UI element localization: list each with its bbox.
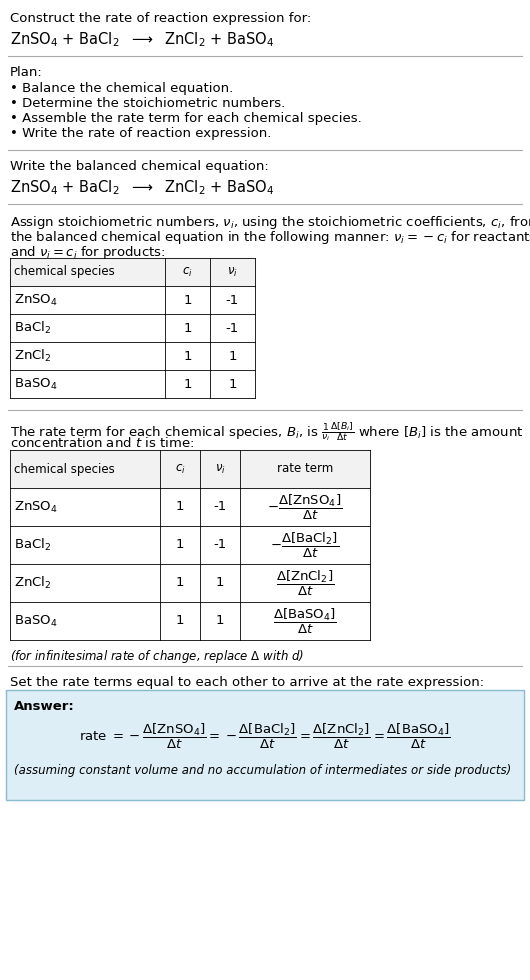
Text: Write the balanced chemical equation:: Write the balanced chemical equation: [10,160,269,173]
Text: chemical species: chemical species [14,266,115,278]
Text: $\mathrm{ZnSO_4}$: $\mathrm{ZnSO_4}$ [14,292,58,308]
Text: The rate term for each chemical species, $B_i$, is $\frac{1}{\nu_i}\frac{\Delta[: The rate term for each chemical species,… [10,420,524,443]
Text: 1: 1 [176,576,184,590]
Text: $\dfrac{\Delta[\mathrm{BaSO_4}]}{\Delta t}$: $\dfrac{\Delta[\mathrm{BaSO_4}]}{\Delta … [273,607,337,636]
Text: 1: 1 [176,614,184,627]
Text: -1: -1 [214,501,227,514]
Text: • Determine the stoichiometric numbers.: • Determine the stoichiometric numbers. [10,97,285,110]
Text: -1: -1 [226,321,239,334]
Text: 1: 1 [216,614,224,627]
Text: 1: 1 [176,501,184,514]
Text: $\mathrm{BaCl_2}$: $\mathrm{BaCl_2}$ [14,537,51,553]
Text: $\mathrm{BaCl_2}$: $\mathrm{BaCl_2}$ [14,319,51,336]
Text: $-\dfrac{\Delta[\mathrm{ZnSO_4}]}{\Delta t}$: $-\dfrac{\Delta[\mathrm{ZnSO_4}]}{\Delta… [268,492,342,521]
Text: $\mathrm{ZnCl_2}$: $\mathrm{ZnCl_2}$ [14,575,51,591]
Text: $\nu_i$: $\nu_i$ [215,463,225,475]
Text: $c_i$: $c_i$ [182,266,193,278]
Text: 1: 1 [183,350,192,363]
Text: 1: 1 [183,377,192,390]
Text: rate term: rate term [277,463,333,475]
Text: 1: 1 [183,293,192,307]
Text: $c_i$: $c_i$ [175,463,186,475]
Text: Set the rate terms equal to each other to arrive at the rate expression:: Set the rate terms equal to each other t… [10,676,484,689]
Text: 1: 1 [216,576,224,590]
Text: (assuming constant volume and no accumulation of intermediates or side products): (assuming constant volume and no accumul… [14,764,511,777]
Text: $\mathrm{ZnSO_4}$ $+$ $\mathrm{BaCl_2}$  $\longrightarrow$  $\mathrm{ZnCl_2}$ $+: $\mathrm{ZnSO_4}$ $+$ $\mathrm{BaCl_2}$ … [10,178,275,197]
Text: • Assemble the rate term for each chemical species.: • Assemble the rate term for each chemic… [10,112,362,125]
Text: $\nu_i$: $\nu_i$ [227,266,238,278]
Text: 1: 1 [176,538,184,552]
Text: and $\nu_i = c_i$ for products:: and $\nu_i = c_i$ for products: [10,244,165,261]
Text: 1: 1 [183,321,192,334]
Text: • Balance the chemical equation.: • Balance the chemical equation. [10,82,233,95]
Text: -1: -1 [226,293,239,307]
Text: chemical species: chemical species [14,463,115,475]
Text: the balanced chemical equation in the following manner: $\nu_i = -c_i$ for react: the balanced chemical equation in the fo… [10,229,530,246]
FancyBboxPatch shape [6,690,524,800]
Text: $\mathrm{ZnSO_4}$: $\mathrm{ZnSO_4}$ [14,500,58,514]
Text: Answer:: Answer: [14,700,75,713]
Text: concentration and $t$ is time:: concentration and $t$ is time: [10,436,194,450]
Text: 1: 1 [228,350,237,363]
Text: Assign stoichiometric numbers, $\nu_i$, using the stoichiometric coefficients, $: Assign stoichiometric numbers, $\nu_i$, … [10,214,530,231]
Text: (for infinitesimal rate of change, replace $\Delta$ with $d$): (for infinitesimal rate of change, repla… [10,648,304,665]
Text: $\mathrm{BaSO_4}$: $\mathrm{BaSO_4}$ [14,613,58,628]
Text: $\mathrm{ZnCl_2}$: $\mathrm{ZnCl_2}$ [14,348,51,364]
Text: $\mathrm{ZnSO_4}$ $+$ $\mathrm{BaCl_2}$  $\longrightarrow$  $\mathrm{ZnCl_2}$ $+: $\mathrm{ZnSO_4}$ $+$ $\mathrm{BaCl_2}$ … [10,30,275,49]
Text: $\mathrm{BaSO_4}$: $\mathrm{BaSO_4}$ [14,376,58,392]
Text: Construct the rate of reaction expression for:: Construct the rate of reaction expressio… [10,12,311,25]
Text: -1: -1 [214,538,227,552]
Text: 1: 1 [228,377,237,390]
Text: $\dfrac{\Delta[\mathrm{ZnCl_2}]}{\Delta t}$: $\dfrac{\Delta[\mathrm{ZnCl_2}]}{\Delta … [276,568,334,598]
Text: • Write the rate of reaction expression.: • Write the rate of reaction expression. [10,127,271,140]
Text: $-\dfrac{\Delta[\mathrm{BaCl_2}]}{\Delta t}$: $-\dfrac{\Delta[\mathrm{BaCl_2}]}{\Delta… [270,530,340,560]
Text: rate $= -\dfrac{\Delta[\mathrm{ZnSO_4}]}{\Delta t} = -\dfrac{\Delta[\mathrm{BaCl: rate $= -\dfrac{\Delta[\mathrm{ZnSO_4}]}… [79,722,451,752]
Text: Plan:: Plan: [10,66,43,79]
